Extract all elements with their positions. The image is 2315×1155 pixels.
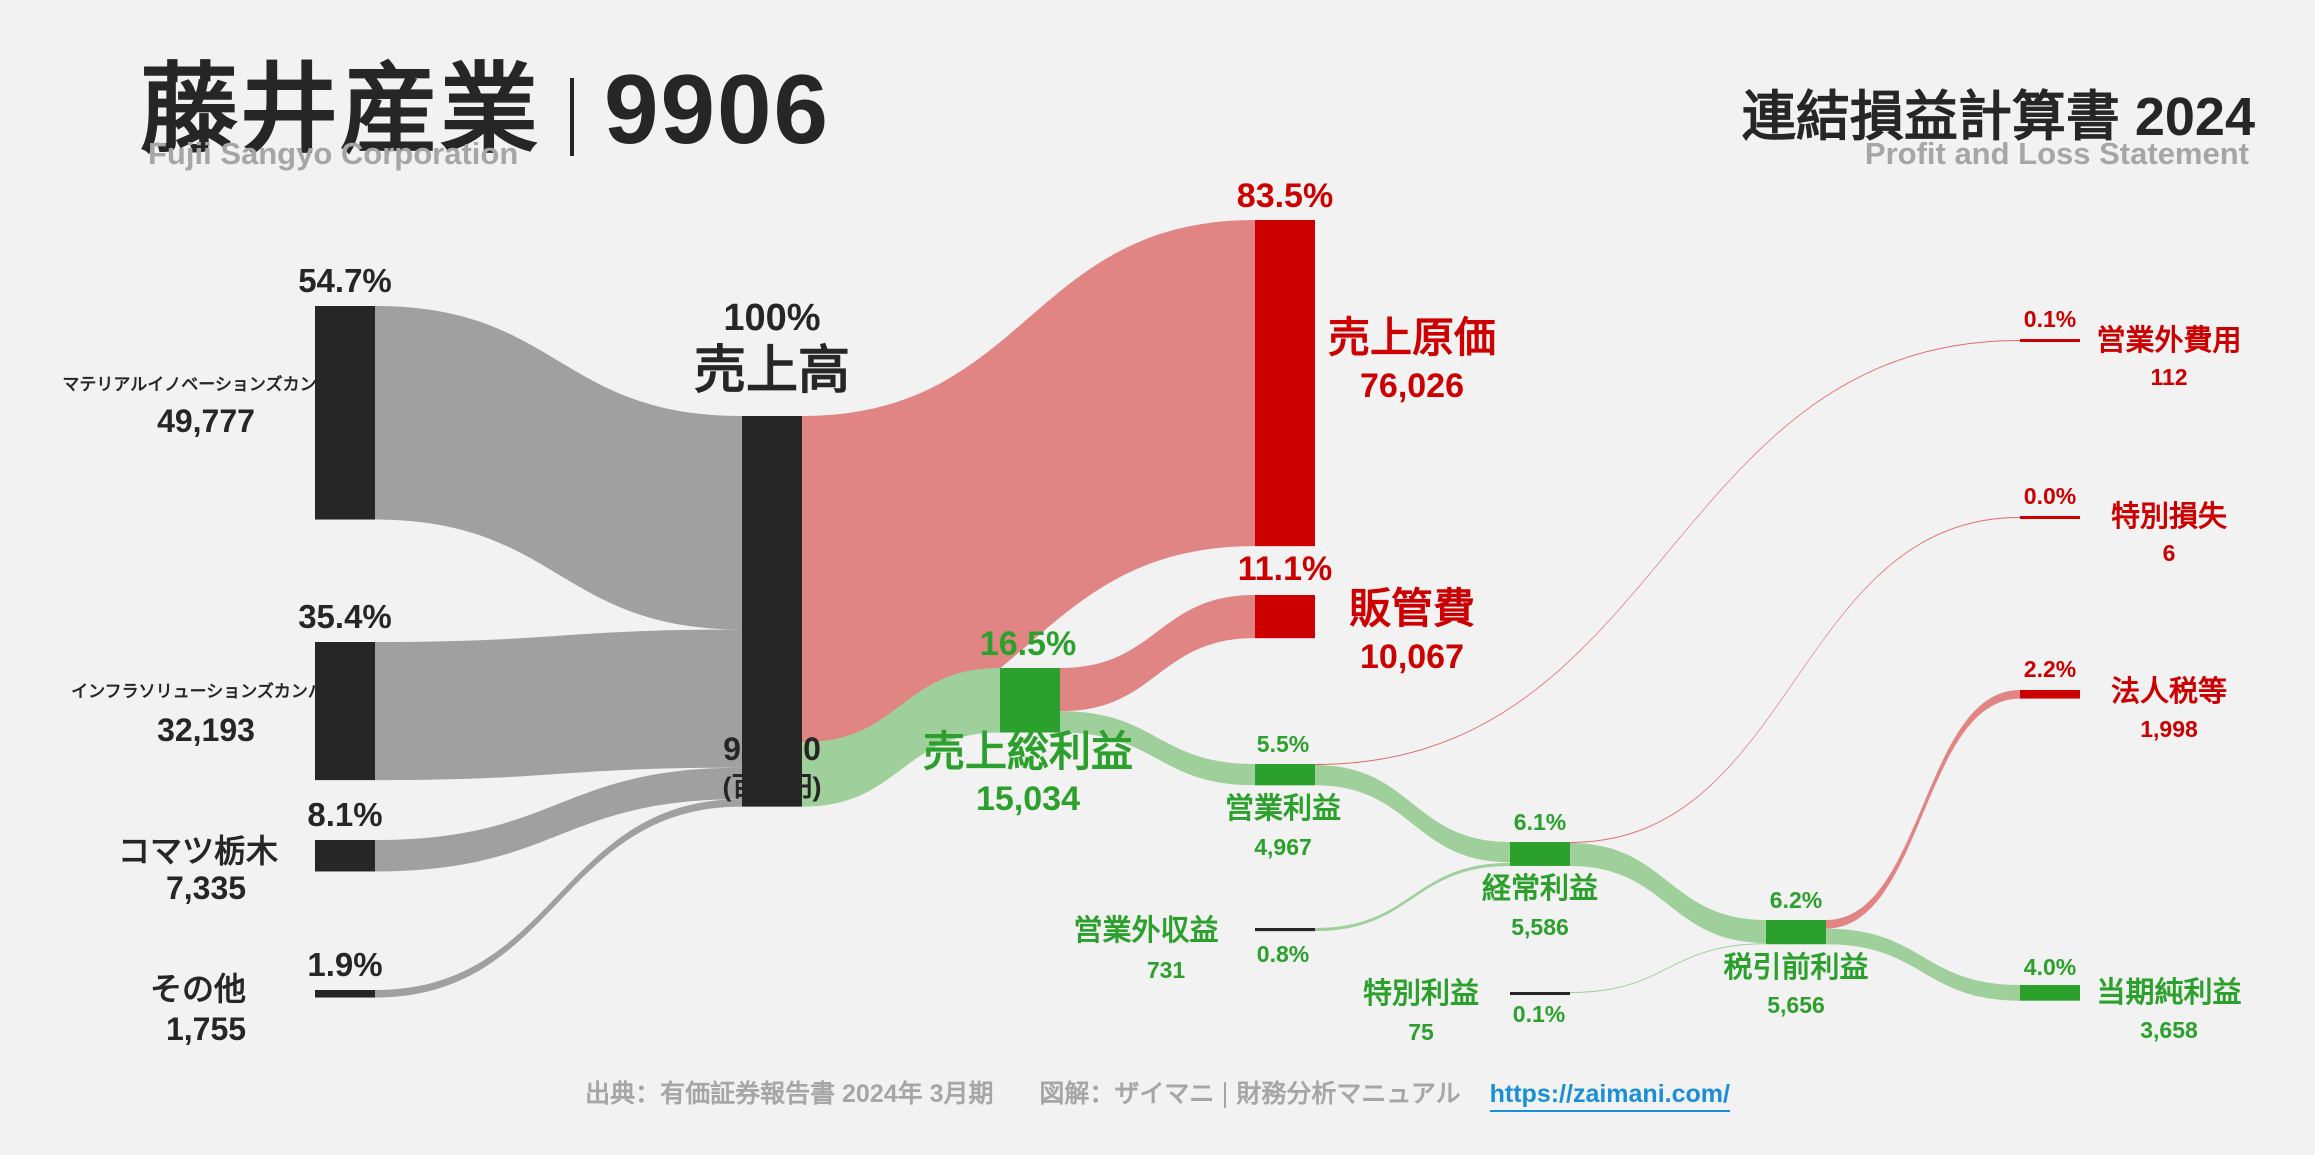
ticker-code: 9906: [604, 54, 831, 164]
title-divider: [570, 78, 575, 157]
non-op-income-pct: 0.8%: [1257, 941, 1309, 967]
segment-name: コマツ栃木: [118, 833, 278, 869]
extra-loss-flow: [1570, 517, 2020, 843]
cost-value: 76,026: [1360, 367, 1464, 405]
company-name-en: Fujii Sangyo Corporation: [148, 136, 519, 171]
gross-profit-node: [1000, 668, 1060, 733]
segment-value: 32,193: [157, 712, 255, 748]
extra-income-pct: 0.1%: [1513, 1001, 1565, 1027]
net-income-pct: 4.0%: [2024, 954, 2076, 980]
segment-value: 7,335: [166, 870, 246, 906]
op-to-ordinary-flow: [1315, 765, 1510, 863]
segment-pct: 1.9%: [307, 946, 382, 983]
cost-flow: [802, 220, 1255, 743]
extra-income-node: [1510, 992, 1570, 995]
ordinary-profit-name: 経常利益: [1482, 871, 1598, 905]
non-op-expense-value: 112: [2150, 364, 2187, 390]
segment-pct: 8.1%: [307, 796, 382, 833]
operating-profit-name: 営業利益: [1225, 791, 1341, 825]
segment-node: [315, 990, 375, 998]
ordinary-profit-value: 5,586: [1511, 914, 1569, 940]
segment-value: 49,777: [157, 403, 255, 439]
ordinary-profit-node: [1510, 842, 1570, 866]
sga-name: 販管費: [1349, 585, 1475, 632]
segment-name: インフラソリューションズカンパ: [71, 681, 325, 701]
cost-name: 売上原価: [1328, 314, 1496, 361]
sga-node: [1255, 595, 1315, 639]
unit-label: (百万円): [723, 772, 822, 802]
pretax-profit-pct: 6.2%: [1770, 887, 1822, 913]
income-tax-value: 1,998: [2140, 716, 2198, 742]
gross-profit-name: 売上総利益: [923, 728, 1133, 775]
sga-flow: [1060, 595, 1255, 712]
non-op-expense-flow: [1315, 340, 2020, 765]
credit-note: 図解：ザイマニ: [1039, 1080, 1215, 1108]
non-op-income-value: 731: [1147, 957, 1186, 983]
revenue-pct: 100%: [723, 297, 820, 339]
segment-name: マテリアルイノベーションズカンパ: [62, 374, 333, 394]
segment-flow: [375, 799, 742, 998]
extra-income-value: 75: [1408, 1019, 1434, 1045]
footer: 出典：有価証券報告書 2024年 3月期 図解：ザイマニ 財務分析マニュアル ht…: [0, 1074, 2315, 1112]
source-note: 出典：有価証券報告書 2024年 3月期: [585, 1080, 994, 1108]
footer-divider: [1224, 1082, 1227, 1109]
site-link[interactable]: https://zaimani.com/: [1489, 1080, 1730, 1112]
non-op-income-name: 営業外収益: [1073, 913, 1218, 947]
sga-pct: 11.1%: [1238, 550, 1333, 588]
non-op-expense-node: [2020, 339, 2080, 342]
net-income-node: [2020, 985, 2080, 1001]
gross-profit-flow: [802, 668, 1000, 807]
cost-pct: 83.5%: [1237, 177, 1333, 215]
pretax-profit-value: 5,656: [1767, 992, 1825, 1018]
segment-pct: 54.7%: [298, 262, 392, 299]
non-op-expense-name: 営業外費用: [2096, 323, 2241, 357]
extra-loss-pct: 0.0%: [2024, 483, 2076, 509]
operating-profit-node: [1255, 764, 1315, 786]
extra-income-flow: [1570, 943, 1766, 993]
cost-of-sales-node: [1255, 220, 1315, 547]
company-name: 藤井産業: [140, 54, 541, 164]
gross-profit-pct: 16.5%: [980, 625, 1076, 663]
statement-title-en: Profit and Loss Statement: [1864, 136, 2249, 171]
segment-name: その他: [150, 971, 246, 1007]
operating-profit-pct: 5.5%: [1257, 731, 1309, 757]
extra-income-name: 特別利益: [1363, 977, 1479, 1010]
segment-flow: [375, 306, 742, 630]
segment-node: [315, 306, 375, 520]
statement-title: 連結損益計算書 2024: [1741, 87, 2255, 147]
revenue-value: 91,060: [723, 731, 821, 767]
ordinary-to-pretax-flow: [1570, 843, 1766, 943]
gross-profit-value: 15,034: [976, 780, 1080, 818]
segment-flow: [375, 767, 742, 872]
extra-loss-name: 特別損失: [2111, 500, 2228, 533]
company-title: 藤井産業 9906: [140, 30, 830, 172]
non-op-income-node: [1255, 928, 1315, 932]
segment-value: 1,755: [166, 1011, 246, 1047]
pretax-profit-name: 税引前利益: [1723, 950, 1868, 984]
pretax-profit-node: [1766, 920, 1826, 945]
income-tax-pct: 2.2%: [2024, 656, 2076, 682]
segment-pct: 35.4%: [298, 598, 392, 635]
net-income-value: 3,658: [2140, 1017, 2198, 1043]
income-tax-node: [2020, 690, 2080, 699]
extra-loss-node: [2020, 516, 2080, 519]
credit-note-2: 財務分析マニュアル: [1236, 1080, 1461, 1108]
tax-flow: [1826, 690, 2020, 929]
net-income-name: 当期純利益: [2096, 976, 2241, 1009]
segment-node: [315, 642, 375, 781]
segment-flow: [375, 629, 742, 781]
segment-node: [315, 840, 375, 872]
non-op-income-flow: [1315, 862, 1510, 932]
operating-profit-value: 4,967: [1254, 834, 1312, 860]
revenue-node: [742, 416, 802, 807]
sga-value: 10,067: [1360, 638, 1464, 676]
income-tax-name: 法人税等: [2111, 674, 2227, 708]
non-op-expense-pct: 0.1%: [2024, 306, 2076, 332]
net-income-flow: [1826, 928, 2020, 1001]
operating-profit-flow: [1060, 711, 1255, 786]
revenue-name: 売上高: [694, 342, 850, 400]
ordinary-profit-pct: 6.1%: [1514, 809, 1566, 835]
extra-loss-value: 6: [2163, 540, 2176, 566]
